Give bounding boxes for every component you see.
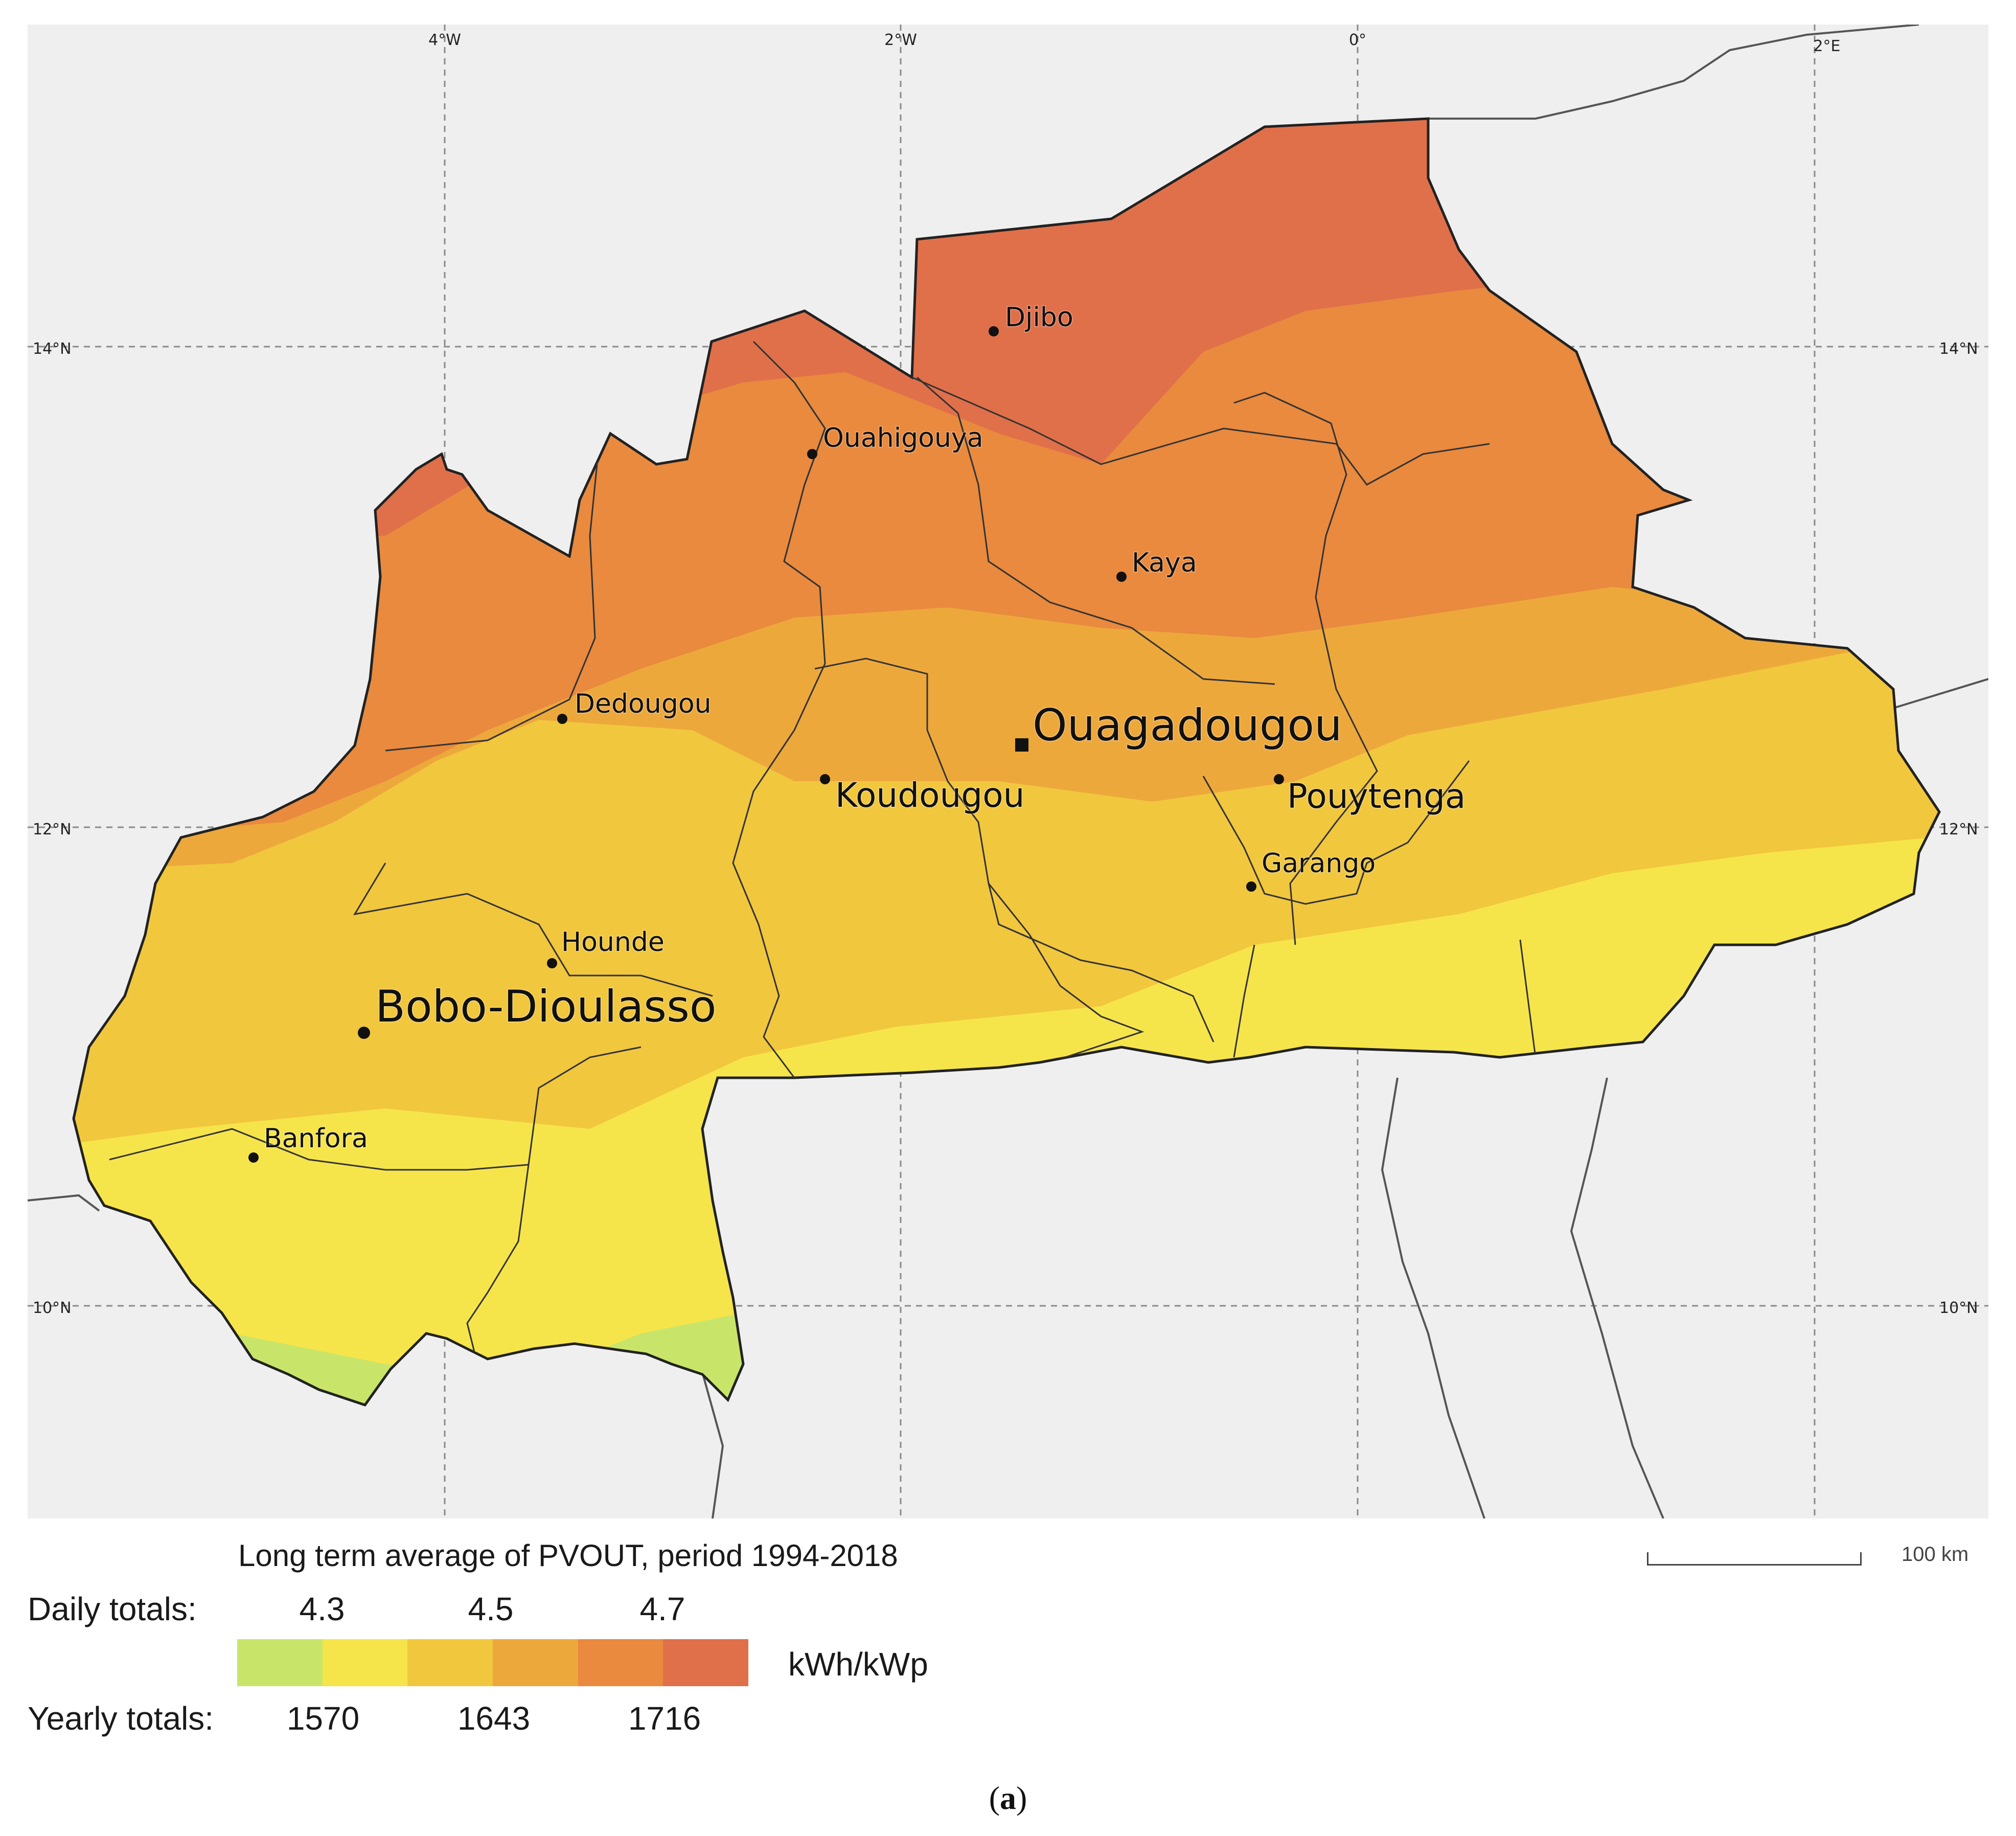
city-markers: Djibo Ouahigouya Kaya Dedougou Ouagadoug… [248, 302, 1467, 1163]
city-koudougou[interactable]: Koudougou [820, 774, 1025, 816]
legend-yearly-label: Yearly totals: [28, 1700, 214, 1737]
legend-swatch-6 [663, 1639, 749, 1686]
legend-color-scale [237, 1639, 749, 1686]
caption-letter: a [1000, 1780, 1016, 1816]
lon-label-4w: 4°W [428, 31, 461, 49]
region-border-plateau [1202, 760, 1470, 905]
region-border-west [385, 433, 601, 752]
city-dot [547, 958, 557, 968]
region-border-hauts-bassins [353, 863, 713, 997]
city-banfora[interactable]: Banfora [248, 1123, 369, 1163]
lat-label-12n-right: 12°N [1939, 821, 1978, 838]
legend-title: Long term average of PVOUT, period 1994-… [238, 1538, 898, 1573]
lon-label-2e: 2°E [1813, 37, 1840, 55]
city-dot [1116, 572, 1127, 582]
city-ouagadougou[interactable]: Ouagadougou [1015, 699, 1343, 752]
figure-caption: (a) [989, 1779, 1027, 1817]
graticule-labels: 4°W 2°W 0° 2°E 14°N 14°N 12°N 12°N 10°N … [33, 31, 1978, 1317]
region-border-north-centre [917, 376, 1275, 685]
lat-label-14n-right: 14°N [1939, 340, 1978, 358]
region-border-boucle-centreouest [732, 341, 826, 1078]
capital-marker [1015, 738, 1028, 752]
caption-close: ) [1016, 1780, 1027, 1816]
legend-daily-label: Daily totals: [28, 1591, 197, 1627]
city-label-banfora: Banfora [264, 1123, 368, 1154]
city-label-pouytenga: Pouytenga [1287, 777, 1465, 816]
region-border-centre-nord-est [1233, 392, 1378, 945]
city-label-kaya: Kaya [1132, 548, 1197, 578]
legend-yearly-value-2: 1643 [457, 1700, 531, 1737]
city-label-hounde: Hounde [561, 927, 665, 958]
legend-swatch-4 [493, 1639, 578, 1686]
legend-daily-value-2: 4.5 [468, 1591, 514, 1627]
city-label-bobo-dioulasso: Bobo-Dioulasso [375, 981, 717, 1032]
legend-unit: kWh/kWp [788, 1646, 928, 1683]
city-dot [248, 1152, 259, 1163]
caption-open: ( [989, 1780, 1000, 1816]
scale-label: 100 km [1902, 1543, 1969, 1566]
lon-label-2w: 2°W [884, 31, 917, 49]
city-pouytenga[interactable]: Pouytenga [1274, 774, 1467, 817]
city-dot [807, 449, 817, 459]
city-kaya[interactable]: Kaya [1116, 547, 1198, 582]
city-label-ouahigouya: Ouahigouya [823, 423, 983, 454]
city-label-djibo: Djibo [1005, 302, 1073, 333]
region-border-centre-sud [814, 658, 1215, 1042]
region-border-est-west [1519, 939, 1537, 1058]
region-border-centre-est [1233, 944, 1255, 1058]
scale-bar [1647, 1552, 1862, 1566]
legend-swatch-3 [407, 1639, 493, 1686]
legend-daily-value-1: 4.3 [299, 1591, 345, 1627]
lat-label-12n-left: 12°N [33, 821, 72, 838]
legend-swatch-1 [237, 1639, 323, 1686]
city-ouahigouya[interactable]: Ouahigouya [807, 422, 984, 459]
city-dot [358, 1027, 370, 1039]
border-niger-mali [1428, 25, 1919, 120]
city-label-koudougou: Koudougou [835, 776, 1024, 815]
legend-swatch-5 [578, 1639, 663, 1686]
city-dot [820, 774, 830, 784]
lat-label-14n-left: 14°N [33, 340, 72, 358]
border-mali-civ [28, 1194, 100, 1212]
region-border-cascades [109, 1046, 642, 1171]
border-togo-benin [1570, 1077, 1664, 1518]
map-panel[interactable]: 4°W 2°W 0° 2°E 14°N 14°N 12°N 12°N 10°N … [28, 25, 1988, 1518]
lat-label-10n-left: 10°N [33, 1299, 72, 1317]
city-garango[interactable]: Garango [1246, 848, 1377, 892]
border-ghana-togo [1381, 1077, 1485, 1518]
legend-daily-value-3: 4.7 [639, 1591, 685, 1627]
pvout-map: 4°W 2°W 0° 2°E 14°N 14°N 12°N 12°N 10°N … [28, 25, 1988, 1518]
region-border-centre-est-south [988, 883, 1144, 1063]
region-borders [109, 341, 1537, 1365]
lon-label-0: 0° [1349, 31, 1366, 49]
city-label-garango: Garango [1262, 848, 1376, 879]
city-bobo-dioulasso[interactable]: Bobo-Dioulasso [358, 981, 717, 1039]
region-border-sahel [911, 376, 1490, 486]
region-border-sud-ouest [466, 1164, 530, 1365]
city-djibo[interactable]: Djibo [989, 302, 1074, 336]
city-dot [989, 326, 999, 336]
city-dedougou[interactable]: Dedougou [557, 688, 712, 724]
city-dot [1246, 881, 1256, 892]
city-hounde[interactable]: Hounde [547, 926, 665, 968]
city-label-ouagadougou: Ouagadougou [1033, 700, 1342, 751]
city-dot [557, 714, 567, 724]
city-dot [1274, 774, 1284, 784]
lat-label-10n-right: 10°N [1939, 1299, 1978, 1317]
legend-swatch-2 [322, 1639, 408, 1686]
legend-yearly-value-1: 1570 [286, 1700, 360, 1737]
city-label-dedougou: Dedougou [575, 689, 712, 719]
legend-yearly-value-3: 1716 [628, 1700, 701, 1737]
